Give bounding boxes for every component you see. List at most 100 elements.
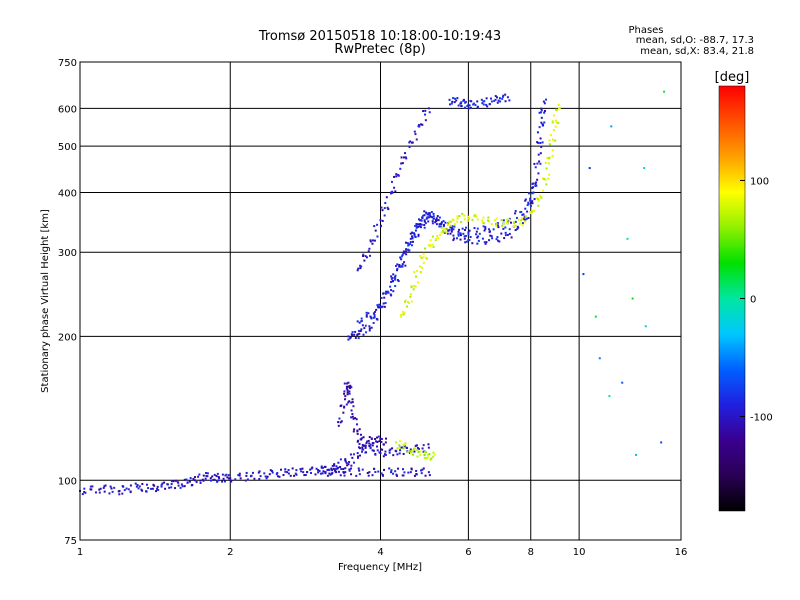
- echo-point: [540, 109, 543, 112]
- echo-point: [495, 224, 498, 227]
- echo-point: [370, 326, 373, 329]
- echo-point: [157, 488, 160, 491]
- y-tick-label: 75: [64, 536, 77, 547]
- echo-point: [402, 443, 405, 446]
- echo-point: [202, 474, 205, 477]
- echo-point: [170, 483, 173, 486]
- echo-point: [368, 436, 371, 439]
- echo-point: [230, 480, 233, 483]
- echo-point: [437, 219, 440, 222]
- echo-point: [347, 335, 350, 338]
- echo-point: [464, 241, 467, 244]
- echo-point: [395, 264, 398, 267]
- echo-point: [342, 411, 345, 414]
- echo-point: [482, 222, 485, 225]
- echo-point: [425, 256, 428, 259]
- echo-point: [373, 239, 376, 242]
- echo-point: [503, 237, 506, 240]
- echo-point: [504, 231, 507, 234]
- echo-point: [431, 243, 434, 246]
- echo-point: [361, 324, 364, 327]
- echo-point: [436, 215, 439, 218]
- trace-series: [324, 467, 431, 477]
- x-tick-label: 8: [528, 547, 534, 558]
- echo-point: [427, 446, 430, 449]
- echo-point: [435, 238, 438, 241]
- echo-point: [451, 227, 454, 230]
- echo-point: [487, 216, 490, 219]
- echo-point: [487, 219, 490, 222]
- echo-point: [263, 472, 266, 475]
- echo-point: [537, 204, 540, 207]
- echo-point: [99, 487, 102, 490]
- echo-point: [502, 222, 505, 225]
- echo-point: [362, 333, 365, 336]
- echo-point: [394, 274, 397, 277]
- echo-point: [486, 105, 489, 108]
- phase-stats-heading: Phases: [628, 25, 663, 36]
- echo-point: [98, 488, 101, 491]
- echo-point: [408, 452, 411, 455]
- echo-point: [540, 116, 543, 119]
- echo-point: [328, 469, 331, 472]
- echo-point: [152, 483, 155, 486]
- echo-point: [411, 141, 414, 144]
- echo-point: [413, 235, 416, 238]
- echo-point: [217, 479, 220, 482]
- echo-point: [451, 218, 454, 221]
- echo-point: [527, 201, 530, 204]
- echo-point: [545, 98, 548, 101]
- echo-point: [245, 471, 248, 474]
- echo-point: [357, 467, 360, 470]
- echo-point: [608, 395, 611, 398]
- echo-point: [409, 452, 412, 455]
- echo-point: [180, 483, 183, 486]
- echo-point: [337, 461, 340, 464]
- echo-point: [407, 249, 410, 252]
- echo-point: [420, 219, 423, 222]
- echo-point: [376, 445, 379, 448]
- echo-point: [381, 209, 384, 212]
- echo-point: [513, 222, 516, 225]
- echo-point: [467, 215, 470, 218]
- echo-point: [496, 101, 499, 104]
- echo-point: [383, 207, 386, 210]
- echo-point: [160, 485, 163, 488]
- echo-point: [490, 223, 493, 226]
- echo-point: [205, 475, 208, 478]
- echo-point: [488, 228, 491, 231]
- echo-point: [446, 232, 449, 235]
- echo-point: [426, 216, 429, 219]
- echo-point: [541, 141, 544, 144]
- echo-point: [438, 216, 441, 219]
- echo-point: [380, 472, 383, 475]
- echo-point: [395, 173, 398, 176]
- echo-point: [504, 100, 507, 103]
- echo-point: [525, 217, 528, 220]
- y-tick-label: 300: [58, 248, 77, 259]
- echo-point: [347, 385, 350, 388]
- echo-point: [543, 102, 546, 105]
- echo-point: [422, 214, 425, 217]
- echo-point: [356, 334, 359, 337]
- echo-point: [469, 106, 472, 109]
- echo-point: [172, 480, 175, 483]
- echo-point: [141, 489, 144, 492]
- echo-point: [206, 472, 209, 475]
- echo-point: [545, 167, 548, 170]
- echo-point: [428, 474, 431, 477]
- echo-point: [386, 206, 389, 209]
- echo-point: [405, 248, 408, 251]
- echo-point: [375, 440, 378, 443]
- echo-point: [218, 477, 221, 480]
- echo-point: [282, 473, 285, 476]
- echo-point: [395, 474, 398, 477]
- echo-point: [491, 237, 494, 240]
- trace-series: [582, 90, 666, 456]
- echo-point: [400, 258, 403, 261]
- echo-point: [183, 478, 186, 481]
- echo-point: [535, 197, 538, 200]
- echo-point: [543, 109, 546, 112]
- echo-point: [350, 386, 353, 389]
- echo-point: [402, 474, 405, 477]
